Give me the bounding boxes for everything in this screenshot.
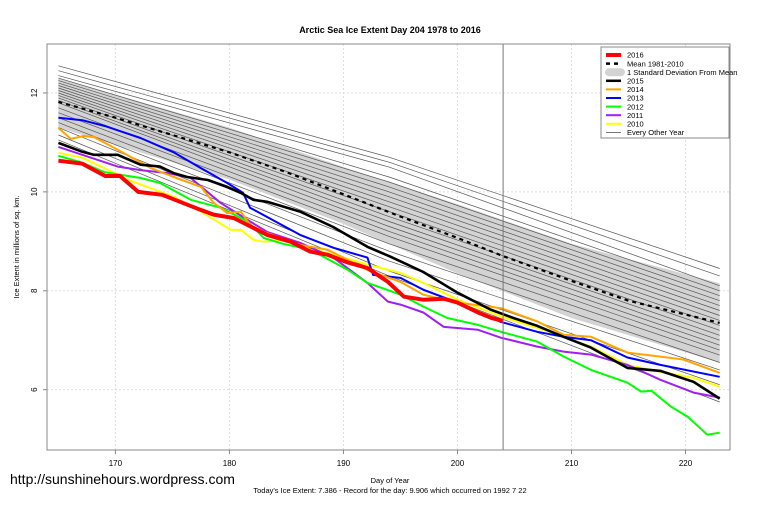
sd-band [58,78,720,363]
legend-label: 2011 [627,111,643,120]
axis-ticks: 170 180 190 200 210 220 6 8 10 12 [30,88,693,468]
mean-line [58,100,720,324]
watermark-url: http://sunshinehours.wordpress.com [10,471,235,487]
legend-label: 1 Standard Deviation From Mean [627,68,737,77]
legend-label: 2016 [627,51,644,60]
series-line-2013 [58,116,720,378]
x-tick-label: 210 [565,459,579,468]
y-tick-label: 10 [30,187,39,196]
other-year-line [58,127,720,371]
other-year-line [58,117,720,356]
sd-band-area [58,78,720,363]
x-tick-label: 180 [223,459,237,468]
subtitle: Today's Ice Extent: 7.386 - Record for t… [253,486,526,495]
other-year-line [58,82,720,302]
series-line-2016 [58,158,504,323]
x-tick-label: 190 [337,459,351,468]
legend-box [600,46,730,139]
other-year-line [58,75,720,287]
y-axis-label: Ice Extent in millions of sq. km. [12,196,21,299]
series-line-2012 [58,154,720,436]
x-tick-label: 170 [109,459,123,468]
other-year-line [58,90,720,316]
x-tick-label: 200 [451,459,465,468]
other-year-line [58,97,720,331]
x-tick-label: 220 [679,459,693,468]
other-year-line [58,102,720,341]
x-axis-label: Day of Year [371,476,410,485]
legend-label: Every Other Year [627,128,685,137]
legend-label: 2010 [627,120,644,129]
other-year-line [58,92,720,321]
legend-swatch-band [605,68,625,77]
series-group [57,116,721,436]
other-year-line [58,100,720,336]
series-line-2015 [57,141,721,400]
legend-label: 2014 [627,85,644,94]
other-year-line [58,107,720,346]
y-tick-label: 8 [30,288,39,293]
legend-label: 2012 [627,102,644,111]
other-year-line [58,122,720,363]
other-year-line [58,80,720,297]
other-year-line [58,77,720,292]
other-year-line [58,70,720,277]
y-tick-label: 12 [30,88,39,97]
other-year-line [58,85,720,306]
y-tick-label: 6 [30,387,39,392]
legend-label: 2015 [627,77,644,86]
mean-line-group [58,100,720,324]
legend-label: 2013 [627,94,644,103]
plot-frame [46,43,731,451]
chart-title: Arctic Sea Ice Extent Day 204 1978 to 20… [299,25,481,35]
other-year-line [58,65,720,269]
series-line-2011 [58,145,720,399]
other-year-line [58,112,720,351]
other-year-line [58,87,720,311]
legend-label: Mean 1981-2010 [627,59,684,68]
